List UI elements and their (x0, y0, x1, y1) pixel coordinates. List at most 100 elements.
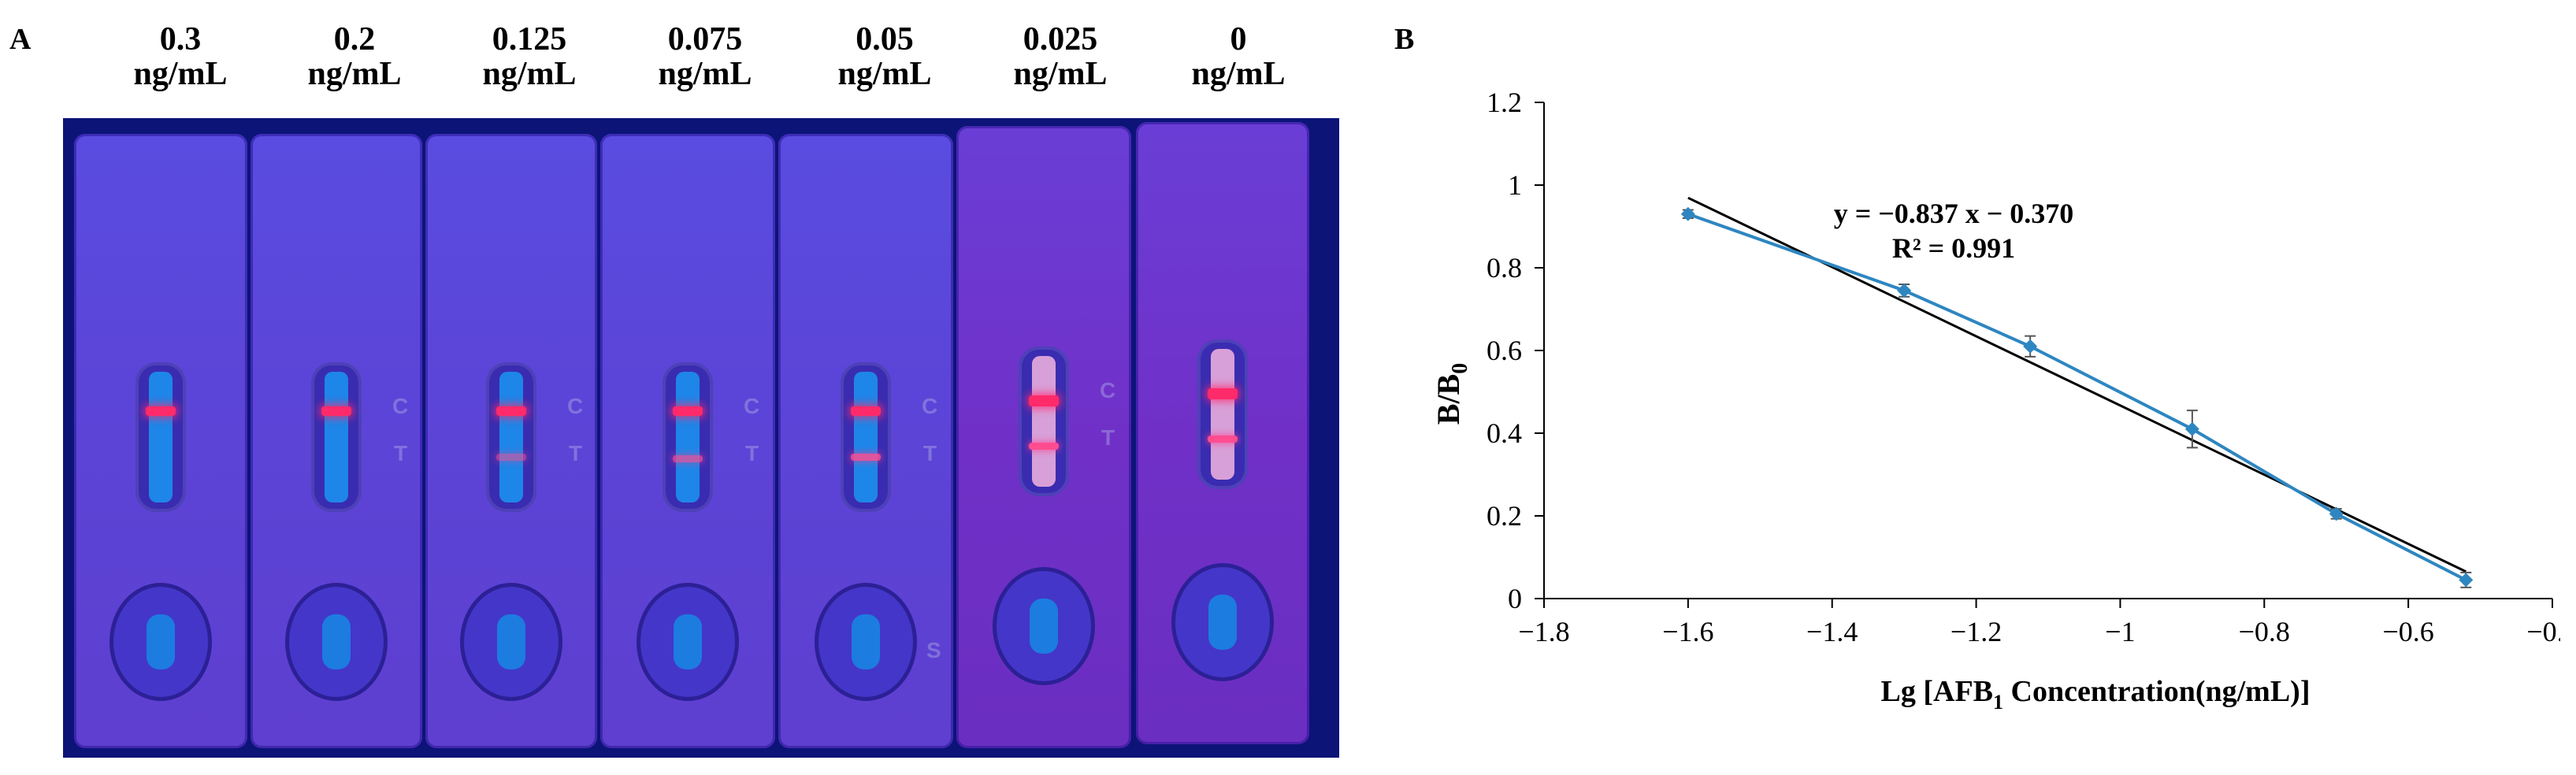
concentration-label: 0.3 ng/mL (102, 22, 259, 91)
concentration-unit: ng/mL (482, 56, 577, 92)
sample-well (1171, 563, 1274, 681)
x-axis-label-prefix: Lg [AFB (1881, 675, 1994, 708)
test-line (1208, 436, 1238, 443)
y-axis-label-subscript: 0 (1448, 363, 1472, 374)
y-tick-label: 0.6 (1487, 335, 1522, 366)
y-axis-label-prefix: B/B (1431, 374, 1466, 425)
concentration-value: 0.3 (159, 21, 202, 57)
concentration-value: 0.2 (333, 21, 376, 57)
concentration-value: 0.125 (492, 21, 567, 57)
x-tick-label: −1.2 (1951, 616, 2002, 647)
concentration-label: 0.125 ng/mL (451, 22, 608, 91)
sample-hole (1208, 595, 1237, 650)
test-line (1029, 443, 1059, 450)
concentration-label: 0 ng/mL (1160, 22, 1317, 91)
test-line (496, 454, 526, 461)
membrane (851, 372, 881, 502)
membrane (496, 372, 526, 502)
test-line (673, 455, 703, 462)
result-window (663, 362, 713, 512)
result-window (1197, 339, 1248, 489)
sample-well (460, 583, 562, 701)
series-group (1680, 206, 2474, 588)
concentration-label: 0.2 ng/mL (276, 22, 433, 91)
regression-equation: y = −0.837 x − 0.370 (1834, 198, 2074, 229)
sample-hole (852, 614, 880, 669)
data-point (2459, 573, 2474, 588)
data-point (1680, 206, 1695, 221)
control-line (321, 406, 351, 416)
concentration-label: 0.025 ng/mL (982, 22, 1139, 91)
x-tick-label: −1.4 (1806, 616, 1858, 647)
control-marker: C (744, 394, 760, 418)
x-tick-label: −0.4 (2526, 616, 2560, 647)
y-tick-label: 1 (1508, 169, 1522, 201)
concentration-label: 0.075 ng/mL (626, 22, 784, 91)
x-tick-label: −0.6 (2382, 616, 2433, 647)
concentration-unit: ng/mL (1013, 56, 1108, 92)
sample-hole (322, 614, 351, 669)
membrane (146, 372, 176, 502)
y-ticks: 0 0.2 0.4 0.6 0.8 1 1.2 (1487, 87, 1544, 614)
concentration-unit: ng/mL (133, 56, 228, 92)
test-marker: T (569, 441, 583, 465)
concentration-value: 0.05 (856, 21, 914, 57)
test-strip (1136, 122, 1309, 744)
concentration-unit: ng/mL (1191, 56, 1286, 92)
concentration-value: 0.025 (1023, 21, 1098, 57)
x-axis-label-subscript: 1 (1993, 691, 2003, 714)
control-marker: C (392, 394, 409, 418)
membrane (673, 372, 703, 502)
test-marker: T (394, 441, 408, 465)
sample-hole (1030, 599, 1058, 654)
result-window (135, 362, 186, 512)
panel-a-letter: A (9, 23, 32, 56)
y-tick-label: 0.8 (1487, 252, 1522, 284)
y-tick-label: 0 (1508, 583, 1522, 614)
test-strip (74, 134, 247, 748)
control-marker: C (567, 394, 584, 418)
control-marker: C (922, 394, 938, 418)
test-strip: C T (251, 134, 422, 748)
y-tick-label: 0.2 (1487, 500, 1522, 532)
data-point (2023, 339, 2038, 354)
sample-well (815, 583, 917, 701)
concentration-unit: ng/mL (658, 56, 752, 92)
control-line (1208, 388, 1238, 399)
membrane (1208, 349, 1238, 480)
concentration-value: 0.075 (667, 21, 743, 57)
control-line (673, 406, 703, 416)
series-line (1687, 212, 2467, 582)
calibration-chart: 0 0.2 0.4 0.6 0.8 1 1.2 −1.8 −1.6 −1.4 −1.2 −1 −0.8… (1431, 87, 2560, 714)
test-strip: C T S (778, 134, 953, 748)
x-axis-label-suffix: Concentration(ng/mL)] (2003, 675, 2310, 708)
chart-axes (1543, 102, 2552, 599)
y-tick-label: 1.2 (1487, 87, 1522, 118)
x-ticks: −1.8 −1.6 −1.4 −1.2 −1 −0.8 −0.6 −0.4 (1518, 599, 2560, 647)
control-marker: C (1100, 378, 1116, 402)
test-marker: T (923, 441, 937, 465)
concentration-value: 0 (1230, 21, 1247, 57)
sample-hole (147, 614, 175, 669)
x-tick-label: −1.8 (1518, 616, 1569, 647)
x-axis-label: Lg [AFB1 Concentration(ng/mL)] (1881, 675, 2311, 714)
y-axis-label: B/B0 (1431, 363, 1472, 425)
x-tick-label: −0.8 (2239, 616, 2290, 647)
panel-b-letter: B (1394, 23, 1415, 56)
membrane (1029, 356, 1059, 487)
sample-well (109, 583, 212, 701)
control-line (496, 406, 526, 416)
test-line (851, 454, 881, 461)
sample-hole (674, 614, 702, 669)
test-strip: C T (956, 126, 1131, 748)
concentration-unit: ng/mL (837, 56, 932, 92)
x-tick-label: −1.6 (1662, 616, 1713, 647)
control-line (146, 406, 176, 416)
result-window (311, 362, 362, 512)
sample-hole (497, 614, 525, 669)
control-line (1029, 395, 1059, 406)
result-window (486, 362, 536, 512)
sample-well (285, 583, 388, 701)
control-line (851, 406, 881, 416)
data-point (2184, 421, 2199, 436)
